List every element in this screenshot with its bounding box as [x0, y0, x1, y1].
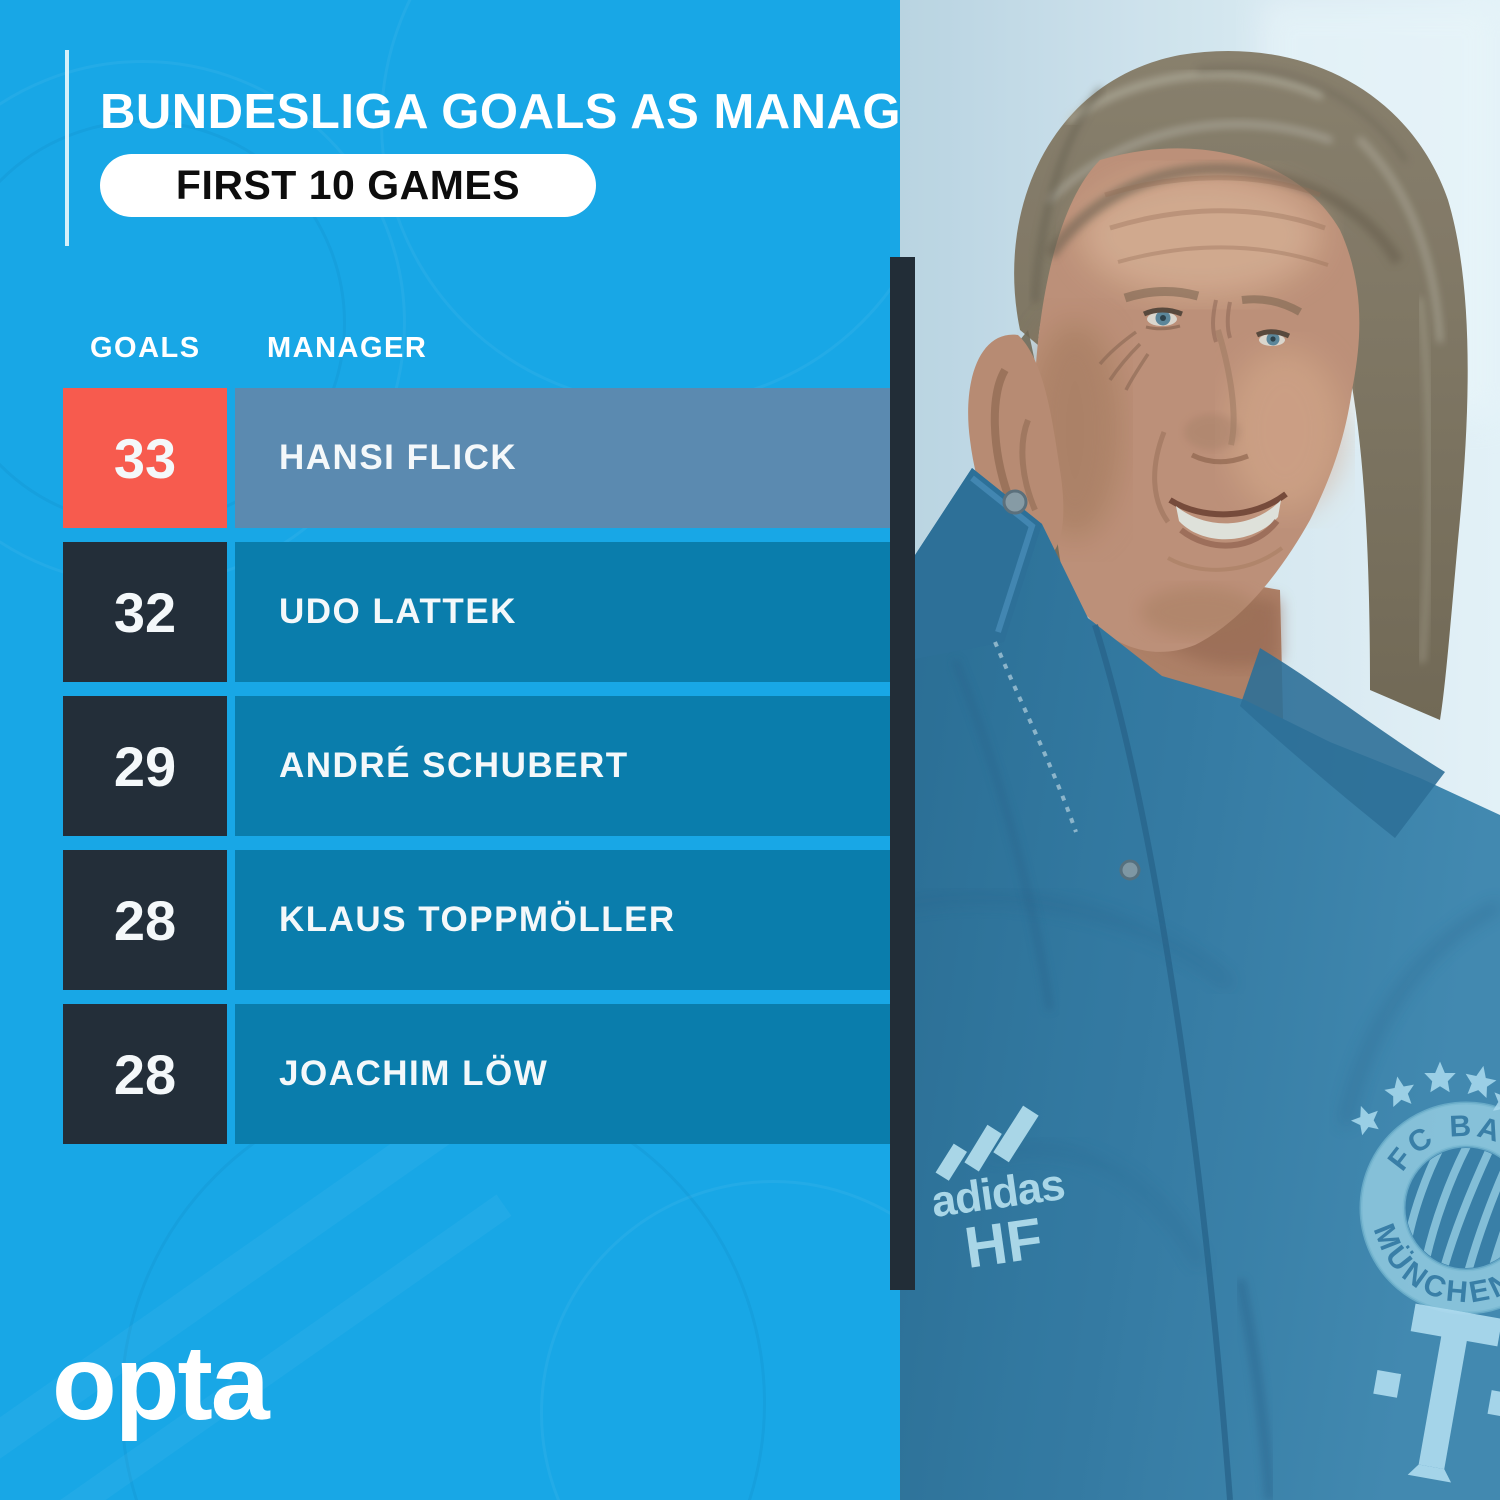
zipper [993, 641, 1078, 833]
page-title: BUNDESLIGA GOALS AS MANAGER [100, 85, 971, 139]
table-row: 32 UDO LATTEK [63, 542, 890, 682]
photo-tint [900, 0, 1500, 1500]
left-eyebrow [1241, 295, 1302, 316]
goals-cell: 29 [63, 696, 227, 836]
goals-cell: 32 [63, 542, 227, 682]
manager-cell: KLAUS TOPPMÖLLER [235, 850, 890, 990]
smile [1167, 491, 1288, 572]
subtitle-pill-label: FIRST 10 GAMES [175, 162, 521, 208]
bayern-crest: FC BAYERN MÜNCHEN [1351, 1080, 1500, 1333]
right-eyebrow [1123, 286, 1200, 303]
ear-inner-line [990, 367, 1012, 497]
table-shadow-bar [890, 257, 915, 1290]
table-row: 33 HANSI FLICK [63, 388, 890, 528]
nostril-line [1190, 452, 1249, 465]
goals-cell: 28 [63, 850, 227, 990]
telekom-logo [1373, 1303, 1500, 1483]
hf-initials: HF [961, 1206, 1047, 1281]
forehead-wrinkles [1104, 175, 1329, 267]
manager-name: KLAUS TOPPMÖLLER [279, 900, 676, 939]
right-eye [1142, 307, 1183, 331]
column-header-goals: GOALS [90, 332, 201, 364]
goals-cell: 28 [63, 1004, 227, 1144]
table-row: 28 KLAUS TOPPMÖLLER [63, 850, 890, 990]
adidas-logo: adidas [928, 1105, 1067, 1227]
stats-table: 33 HANSI FLICK 32 UDO LATTEK 29 ANDRÉ SC… [63, 388, 890, 1158]
hair-streaks [1032, 65, 1443, 663]
photo-illustration: adidas HF FC BAYERN [899, 0, 1500, 1500]
forehead-highlight [1080, 173, 1320, 297]
jacket-right-collar [1240, 648, 1445, 838]
subtitle-pill: FIRST 10 GAMES [100, 154, 596, 217]
manager-cell: HANSI FLICK [235, 388, 890, 528]
collar-edge [970, 475, 1036, 633]
snap-button [1119, 859, 1141, 881]
goals-cell: 33 [63, 388, 227, 528]
table-row: 28 JOACHIM LÖW [63, 1004, 890, 1144]
photo-hansi-flick: adidas HF FC BAYERN [899, 0, 1500, 1500]
chin-shadow [1140, 586, 1260, 638]
table-row: 29 ANDRÉ SCHUBERT [63, 696, 890, 836]
cheek-highlight [1227, 348, 1343, 512]
manager-name: ANDRÉ SCHUBERT [279, 746, 629, 785]
manager-cell: ANDRÉ SCHUBERT [235, 696, 890, 836]
nasolabial-fold [1152, 431, 1171, 524]
ear-inner-line [1019, 418, 1038, 512]
manager-name: HANSI FLICK [279, 438, 518, 477]
nose-shadow [1184, 414, 1240, 450]
manager-name: JOACHIM LÖW [279, 1054, 549, 1093]
hairline [1045, 163, 1404, 266]
manager-cell: JOACHIM LÖW [235, 1004, 890, 1144]
jacket [900, 468, 1500, 1500]
left-eye [1255, 329, 1291, 346]
brow-furrow [1211, 299, 1232, 343]
jacket-folds [899, 624, 1500, 1500]
crows-feet-wrinkles [1098, 330, 1150, 391]
snap-button [1002, 489, 1028, 515]
manager-name: UDO LATTEK [279, 592, 517, 631]
title-accent-line [65, 50, 69, 246]
column-header-manager: MANAGER [267, 332, 428, 364]
opta-logo: opta [52, 1324, 270, 1442]
manager-cell: UDO LATTEK [235, 542, 890, 682]
